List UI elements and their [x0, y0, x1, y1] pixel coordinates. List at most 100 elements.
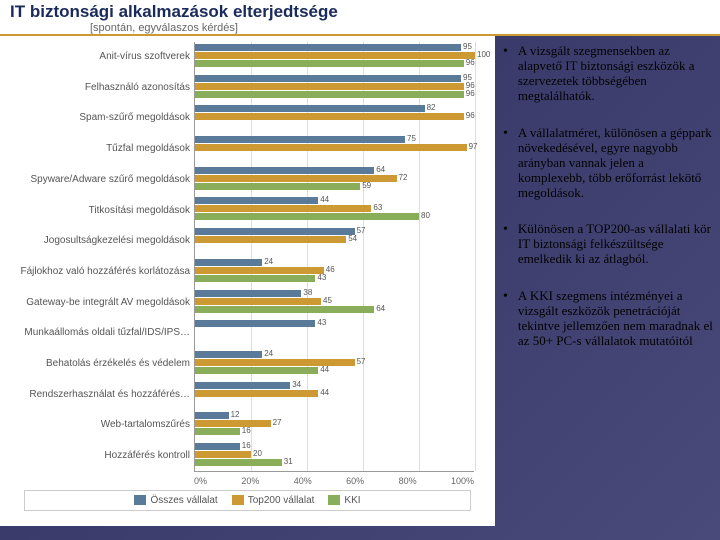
- bar-value: 64: [374, 165, 385, 174]
- bar-group: 244643: [195, 257, 474, 288]
- bar-value: 100: [475, 50, 490, 59]
- bar-value: 43: [315, 273, 326, 282]
- category-label: Spam-szűrő megoldások: [4, 103, 194, 134]
- bar: 57: [195, 228, 355, 235]
- bar: 100: [195, 52, 475, 59]
- bar-value: 16: [240, 441, 251, 450]
- bar-value: 96: [464, 111, 475, 120]
- bullet-item: Különösen a TOP200-as vállalati kör IT b…: [503, 222, 714, 267]
- bar-value: 31: [282, 457, 293, 466]
- slide: IT biztonsági alkalmazások elterjedtsége…: [0, 0, 720, 540]
- bar: 80: [195, 213, 419, 220]
- bar: 75: [195, 136, 405, 143]
- slide-title: IT biztonsági alkalmazások elterjedtsége: [10, 2, 710, 22]
- x-tick: 20%: [241, 476, 259, 486]
- bar-value: 24: [262, 257, 273, 266]
- legend-swatch: [328, 495, 340, 505]
- bar-value: 72: [397, 173, 408, 182]
- category-label: Munkaállomás oldali tűzfal/IDS/IPS…: [4, 318, 194, 349]
- bar-value: 57: [355, 357, 366, 366]
- legend-swatch: [232, 495, 244, 505]
- bar: 54: [195, 236, 346, 243]
- bullet-item: A vizsgált szegmensekben az alapvető IT …: [503, 44, 714, 104]
- bar: 95: [195, 44, 461, 51]
- bar-group: 384564: [195, 288, 474, 319]
- category-label: Rendszerhasználat és hozzáférés…: [4, 380, 194, 411]
- chart-bars-column: 9510096959696829675976472594463805754244…: [194, 42, 474, 472]
- slide-subtitle: [spontán, egyválaszos kérdés]: [10, 22, 710, 34]
- bar-group: 5754: [195, 226, 474, 257]
- x-tick: 100%: [451, 476, 474, 486]
- bar: 96: [195, 91, 464, 98]
- bar-group: 7597: [195, 134, 474, 165]
- x-tick: 40%: [294, 476, 312, 486]
- bar-value: 12: [229, 410, 240, 419]
- bar: 27: [195, 420, 271, 427]
- bullet-text: A vizsgált szegmensekben az alapvető IT …: [518, 44, 714, 104]
- category-label: Hozzáférés kontroll: [4, 441, 194, 472]
- bar: 34: [195, 382, 290, 389]
- bullet-item: A KKI szegmens intézményei a vizsgált es…: [503, 289, 714, 349]
- bar-value: 97: [467, 142, 478, 151]
- bullet-text: Különösen a TOP200-as vállalati kör IT b…: [518, 222, 714, 267]
- bar-value: 24: [262, 349, 273, 358]
- bar-group: 122716: [195, 410, 474, 441]
- bar: 46: [195, 267, 324, 274]
- bar: 20: [195, 451, 251, 458]
- bar-value: 80: [419, 211, 430, 220]
- bar-value: 96: [464, 89, 475, 98]
- bar: 96: [195, 60, 464, 67]
- bar: 97: [195, 144, 467, 151]
- category-label: Gateway-be integrált AV megoldások: [4, 288, 194, 319]
- bar: 16: [195, 443, 240, 450]
- bar-group: 9510096: [195, 42, 474, 73]
- chart-body: Anit-vírus szoftverekFelhasználó azonosí…: [4, 42, 491, 472]
- bar-value: 44: [318, 365, 329, 374]
- bar: 31: [195, 459, 282, 466]
- bar: 12: [195, 412, 229, 419]
- bar-value: 43: [315, 318, 326, 327]
- bar-value: 44: [318, 195, 329, 204]
- bar: 45: [195, 298, 321, 305]
- bullet-item: A vállalatméret, különösen a géppark növ…: [503, 126, 714, 201]
- category-label: Behatolás érzékelés és védelem: [4, 349, 194, 380]
- bar-value: 63: [371, 203, 382, 212]
- bar-group: 446380: [195, 195, 474, 226]
- bar-value: 96: [464, 58, 475, 67]
- bar-value: 20: [251, 449, 262, 458]
- category-label: Felhasználó azonosítás: [4, 73, 194, 104]
- bar: 16: [195, 428, 240, 435]
- bar: 44: [195, 390, 318, 397]
- x-tick: 80%: [399, 476, 417, 486]
- bar: 38: [195, 290, 301, 297]
- category-label: Jogosultságkezelési megoldások: [4, 226, 194, 257]
- bar: 43: [195, 320, 315, 327]
- bar: 63: [195, 205, 371, 212]
- bar-value: 64: [374, 304, 385, 313]
- bar-group: 959696: [195, 73, 474, 104]
- legend-item: KKI: [328, 495, 360, 506]
- category-label: Fájlokhoz való hozzáférés korlátozása: [4, 257, 194, 288]
- bar-group: 162031: [195, 441, 474, 472]
- bar-group: 43: [195, 318, 474, 349]
- bar-group: 64 72 59: [195, 165, 474, 196]
- bar-value: 82: [425, 103, 436, 112]
- category-label: Spyware/Adware szűrő megoldások: [4, 165, 194, 196]
- bar: 82: [195, 105, 425, 112]
- bar-value: 16: [240, 426, 251, 435]
- bar: 96: [195, 113, 464, 120]
- category-label: Titkosítási megoldások: [4, 195, 194, 226]
- chart-legend: Összes vállalatTop200 vállalatKKI: [24, 490, 471, 511]
- chart-x-axis: 0%20%40%60%80%100%: [194, 472, 474, 486]
- title-bar: IT biztonsági alkalmazások elterjedtsége…: [0, 0, 720, 36]
- bar: 59: [195, 183, 360, 190]
- content-row: Anit-vírus szoftverekFelhasználó azonosí…: [0, 36, 720, 534]
- bar-value: 45: [321, 296, 332, 305]
- bullet-text: A vállalatméret, különösen a géppark növ…: [518, 126, 714, 201]
- bar-value: 44: [318, 388, 329, 397]
- bar-group: 8296: [195, 103, 474, 134]
- legend-item: Top200 vállalat: [232, 495, 315, 506]
- category-label: Tűzfal megoldások: [4, 134, 194, 165]
- bar-value: 34: [290, 380, 301, 389]
- bar: 44: [195, 197, 318, 204]
